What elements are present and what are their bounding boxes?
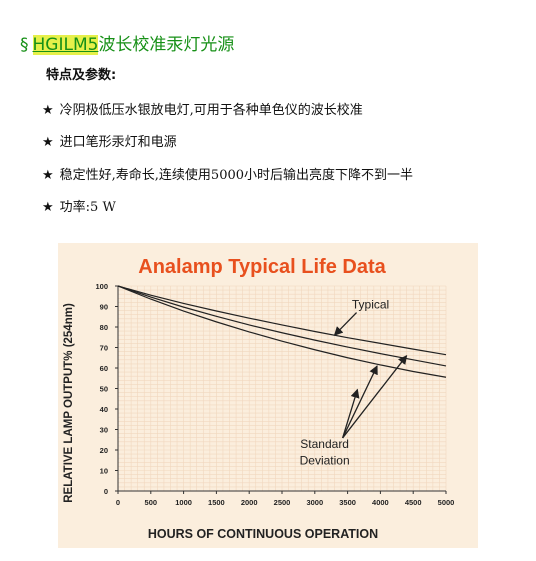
x-tick-label: 1500 (208, 498, 225, 507)
x-tick-label: 2000 (241, 498, 258, 507)
y-tick-label: 70 (100, 344, 108, 353)
chart-background (58, 243, 478, 548)
feature-item: ★ 功率:5 W (42, 196, 116, 215)
page-title: § HGILM5波长校准汞灯光源 (20, 30, 234, 55)
chart-annotations: Typical Standard Deviation (300, 298, 408, 467)
y-tick-label: 80 (100, 323, 108, 332)
x-tick-label: 5000 (438, 498, 455, 507)
annotation-arrow (342, 354, 408, 439)
x-tick-label: 4500 (405, 498, 422, 507)
feature-text: 冷阴极低压水银放电灯,可用于各种单色仪的波长校准 (59, 103, 363, 118)
y-tick-label: 30 (100, 426, 108, 435)
feature-item: ★ 进口笔形汞灯和电源 (42, 131, 177, 150)
star-icon: ★ (42, 103, 54, 118)
annotation-label: Standard (300, 437, 349, 451)
features-heading: 特点及参数: (46, 68, 117, 83)
star-icon: ★ (42, 135, 54, 150)
x-tick-label: 3000 (306, 498, 323, 507)
star-icon: ★ (42, 200, 54, 215)
title-text: 波长校准汞灯光源 (98, 35, 235, 55)
feature-item: ★ 稳定性好,寿命长,连续使用5000小时后输出亮度下降不到一半 (42, 164, 413, 183)
annotation-arrow (342, 388, 360, 439)
chart-ticks: 0 500 1000 1500 2000 2500 3000 3500 4000 4500 5000… (95, 282, 454, 507)
y-tick-label: 60 (100, 364, 108, 373)
annotation-label: Deviation (300, 453, 350, 467)
star-icon: ★ (42, 168, 54, 183)
x-tick-label: 1000 (175, 498, 192, 507)
series-line (117, 285, 447, 378)
series-line (117, 285, 447, 356)
x-tick-label: 4000 (372, 498, 389, 507)
y-tick-label: 20 (100, 446, 108, 455)
annotation-arrow (342, 365, 378, 439)
model-code-link[interactable]: HGILM5 (32, 35, 99, 55)
y-tick-label: 10 (100, 467, 108, 476)
life-data-chart: Analamp Typical Life Data 0 500 1000 1500 20… (58, 243, 478, 548)
chart-series (117, 285, 447, 378)
x-tick-label: 0 (116, 498, 120, 507)
x-tick-label: 500 (145, 498, 158, 507)
feature-text: 进口笔形汞灯和电源 (59, 135, 177, 150)
chart-grid (117, 285, 447, 492)
y-tick-label: 90 (100, 303, 108, 312)
y-axis-label: RELATIVE LAMP OUTPUT% (254nm) (63, 303, 75, 503)
y-tick-label: 100 (95, 282, 108, 291)
feature-text: 功率:5 W (59, 200, 116, 215)
annotation-label: Typical (352, 298, 389, 312)
y-tick-label: 50 (100, 385, 108, 394)
annotation-arrow (333, 312, 358, 336)
feature-item: ★ 冷阴极低压水银放电灯,可用于各种单色仪的波长校准 (42, 99, 363, 118)
x-tick-label: 2500 (274, 498, 291, 507)
section-mark: § (20, 35, 29, 55)
y-tick-label: 0 (104, 487, 108, 496)
series-line (117, 285, 447, 367)
x-tick-label: 3500 (339, 498, 356, 507)
y-tick-label: 40 (100, 405, 108, 414)
x-axis-label: HOURS OF CONTINUOUS OPERATION (148, 527, 378, 541)
chart-title: Analamp Typical Life Data (138, 256, 386, 278)
feature-text: 稳定性好,寿命长,连续使用5000小时后输出亮度下降不到一半 (59, 168, 414, 183)
